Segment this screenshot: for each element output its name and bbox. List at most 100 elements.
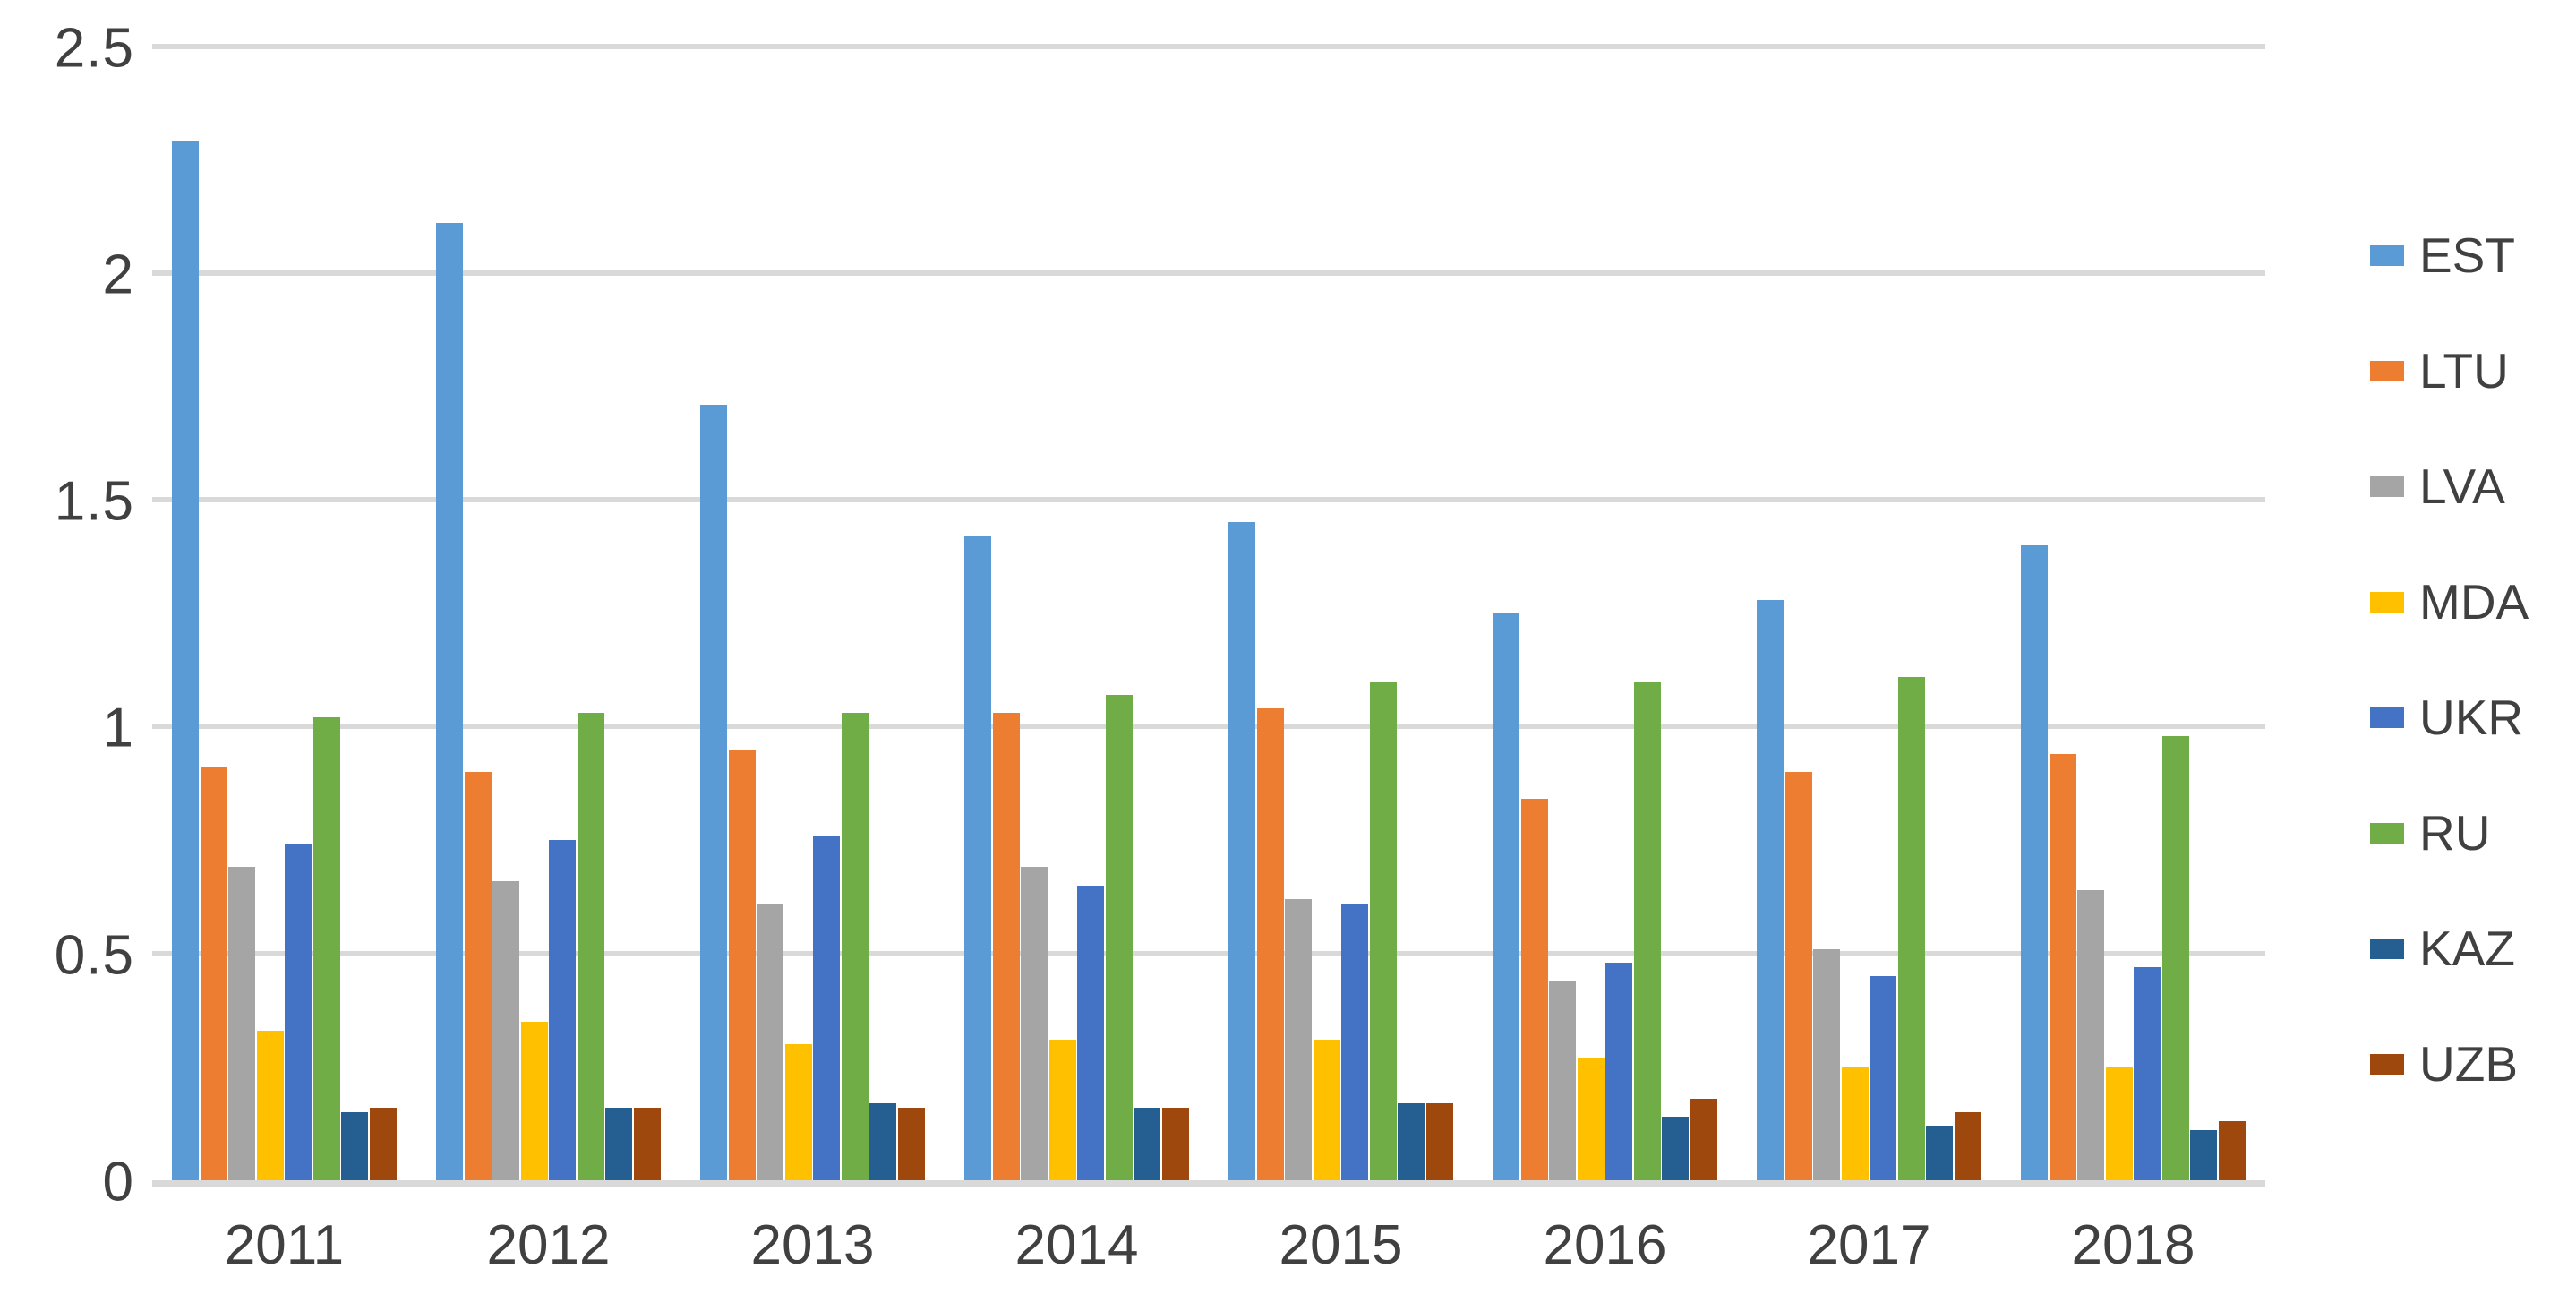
gridline: [152, 950, 2265, 956]
legend-label-LTU: LTU: [2419, 343, 2509, 399]
legend-label-EST: EST: [2419, 227, 2515, 283]
bar-MDA-2016: [1577, 1058, 1605, 1180]
bar-MDA-2012: [520, 1021, 548, 1180]
bar-UZB-2015: [1425, 1102, 1453, 1180]
legend-swatch-LTU: [2370, 361, 2404, 381]
bar-LTU-2013: [728, 749, 756, 1180]
bar-LVA-2013: [757, 903, 784, 1180]
bar-UKR-2018: [2134, 966, 2161, 1180]
x-tick-label: 2018: [2071, 1214, 2195, 1276]
bar-LTU-2011: [200, 767, 227, 1180]
legend-label-RU: RU: [2419, 805, 2491, 861]
legend-label-UZB: UZB: [2419, 1036, 2518, 1092]
y-tick-label: 1: [102, 697, 134, 759]
x-tick-label: 2016: [1543, 1214, 1667, 1276]
bar-RU-2016: [1633, 681, 1661, 1180]
gridline: [152, 724, 2265, 730]
legend-label-UKR: UKR: [2419, 690, 2524, 745]
bar-MDA-2013: [784, 1044, 812, 1180]
bar-KAZ-2012: [605, 1107, 633, 1180]
bar-KAZ-2017: [1926, 1126, 1954, 1180]
gridline: [152, 497, 2265, 503]
bar-LTU-2016: [1520, 799, 1548, 1180]
bar-LVA-2015: [1285, 898, 1313, 1180]
bar-EST-2012: [436, 223, 464, 1180]
bar-KAZ-2014: [1134, 1107, 1161, 1180]
bar-KAZ-2011: [341, 1112, 369, 1180]
bar-UZB-2014: [1161, 1107, 1189, 1180]
x-tick-label: 2015: [1279, 1214, 1403, 1276]
legend-swatch-EST: [2370, 245, 2404, 266]
bar-MDA-2015: [1313, 1039, 1340, 1180]
bar-RU-2015: [1369, 681, 1397, 1180]
bar-RU-2014: [1105, 694, 1133, 1180]
bar-LTU-2014: [992, 713, 1020, 1180]
bar-LVA-2017: [1813, 948, 1841, 1180]
legend-label-KAZ: KAZ: [2419, 921, 2515, 976]
gridline: [152, 43, 2265, 49]
bar-MDA-2018: [2105, 1067, 2133, 1180]
bar-LVA-2012: [492, 880, 520, 1180]
bar-EST-2011: [172, 141, 200, 1180]
bar-MDA-2017: [1841, 1067, 1869, 1180]
bar-UZB-2018: [2218, 1121, 2246, 1180]
legend-swatch-LVA: [2370, 476, 2404, 497]
bar-RU-2018: [2161, 735, 2189, 1180]
bar-LTU-2012: [464, 772, 492, 1180]
bar-UKR-2013: [813, 835, 841, 1180]
y-tick-label: 2.5: [54, 17, 134, 79]
bar-LTU-2018: [2049, 753, 2076, 1180]
bar-UKR-2014: [1077, 885, 1105, 1180]
legend-label-MDA: MDA: [2419, 574, 2529, 630]
bar-UZB-2017: [1954, 1112, 1981, 1180]
bar-EST-2014: [964, 536, 992, 1180]
bar-RU-2012: [577, 713, 604, 1180]
gridline: [152, 270, 2265, 276]
bar-UKR-2016: [1605, 962, 1633, 1180]
bar-UZB-2016: [1690, 1098, 1717, 1180]
legend-label-LVA: LVA: [2419, 459, 2505, 514]
bar-KAZ-2015: [1398, 1102, 1425, 1180]
x-tick-label: 2013: [750, 1214, 875, 1276]
x-tick-label: 2012: [486, 1214, 611, 1276]
y-tick-label: 0: [102, 1151, 134, 1213]
legend-swatch-RU: [2370, 823, 2404, 844]
bar-EST-2013: [700, 404, 728, 1180]
bar-UZB-2012: [633, 1107, 661, 1180]
legend-swatch-KAZ: [2370, 939, 2404, 959]
bar-UZB-2011: [369, 1107, 397, 1180]
bar-MDA-2014: [1048, 1039, 1076, 1180]
bar-LVA-2016: [1549, 981, 1577, 1180]
bar-KAZ-2018: [2190, 1130, 2218, 1180]
x-tick-label: 2017: [1807, 1214, 1931, 1276]
legend-swatch-UKR: [2370, 707, 2404, 728]
x-tick-label: 2011: [224, 1214, 345, 1276]
bar-RU-2013: [841, 713, 869, 1180]
bar-RU-2011: [312, 717, 340, 1180]
bar-EST-2018: [2021, 544, 2049, 1180]
bar-RU-2017: [1897, 676, 1925, 1180]
bar-KAZ-2016: [1662, 1117, 1690, 1180]
bar-LTU-2015: [1256, 708, 1284, 1180]
bar-EST-2016: [1493, 613, 1520, 1180]
bar-LVA-2011: [228, 867, 256, 1180]
y-tick-label: 1.5: [54, 470, 134, 533]
bar-KAZ-2013: [869, 1102, 897, 1180]
bar-EST-2015: [1228, 522, 1256, 1180]
bar-UKR-2015: [1341, 903, 1369, 1180]
bar-MDA-2011: [256, 1030, 284, 1180]
legend-swatch-UZB: [2370, 1054, 2404, 1075]
x-tick-label: 2014: [1014, 1214, 1139, 1276]
bar-LVA-2018: [2077, 889, 2105, 1180]
bar-UKR-2012: [549, 840, 577, 1180]
legend-swatch-MDA: [2370, 592, 2404, 613]
bar-UKR-2017: [1870, 976, 1897, 1180]
y-tick-label: 0.5: [54, 924, 134, 987]
bar-EST-2017: [1757, 599, 1784, 1180]
bar-UKR-2011: [285, 844, 312, 1180]
x-axis-line: [152, 1180, 2265, 1187]
bar-LTU-2017: [1784, 772, 1812, 1180]
bar-UZB-2013: [897, 1107, 925, 1180]
